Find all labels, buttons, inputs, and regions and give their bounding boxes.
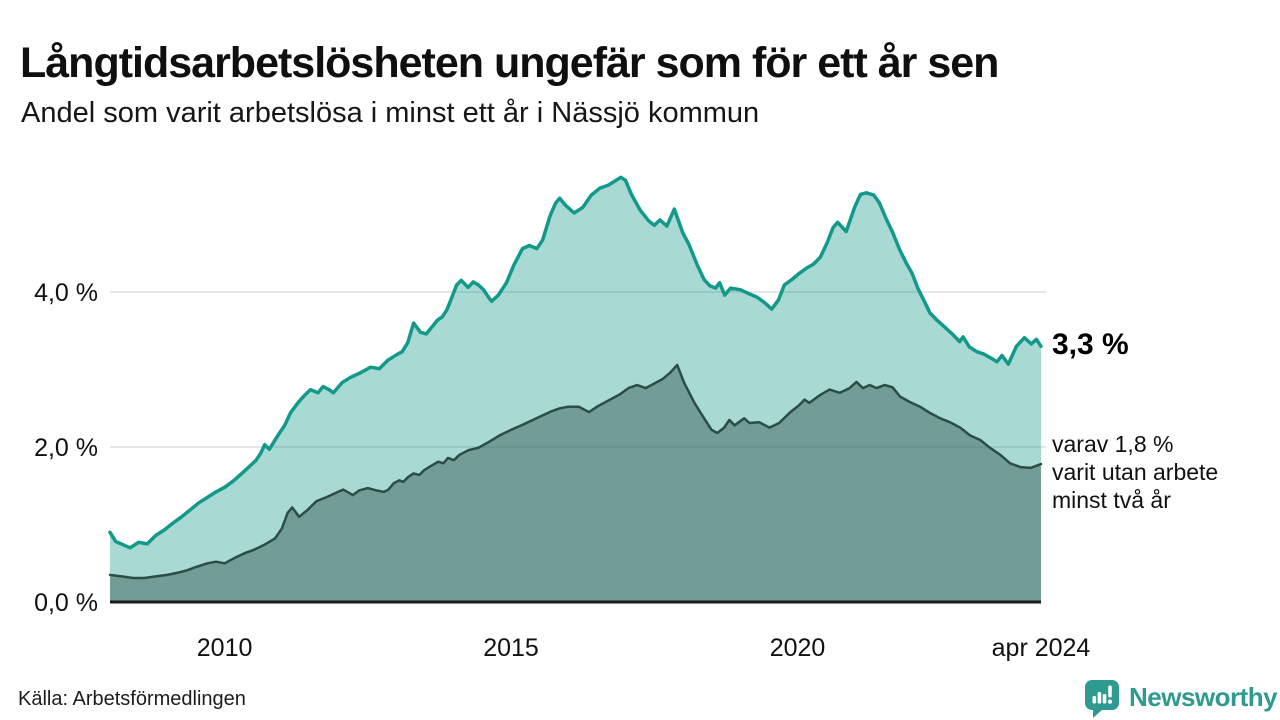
x-tick-label: 2020 (770, 634, 826, 662)
latest-value-label: 3,3 % (1052, 328, 1129, 361)
chart-subtitle: Andel som varit arbetslösa i minst ett å… (21, 97, 760, 129)
brand-name: Newsworthy (1129, 682, 1278, 712)
x-tick-label: apr 2024 (992, 634, 1091, 662)
unemployed-2years-line (108, 363, 1043, 580)
y-tick-label: 4,0 % (34, 279, 98, 307)
x-tick-label: 2015 (483, 634, 539, 662)
y-tick-label: 2,0 % (34, 434, 98, 462)
unemployed-1year-area (110, 177, 1041, 603)
y-tick-label: 0,0 % (34, 589, 98, 617)
page-title: Långtidsarbetslösheten ungefär som för e… (20, 38, 999, 87)
two-year-note-label: varav 1,8 % varit utan arbete minst två … (1052, 431, 1219, 513)
unemployed-1year-line (108, 175, 1043, 550)
source-credit: Källa: Arbetsförmedlingen (18, 688, 246, 710)
newsworthy-logo-icon (1082, 677, 1122, 718)
unemployed-2years-area (110, 364, 1041, 602)
x-tick-label: 2010 (197, 634, 253, 662)
newsworthy-brand: Newsworthy (1082, 677, 1278, 718)
